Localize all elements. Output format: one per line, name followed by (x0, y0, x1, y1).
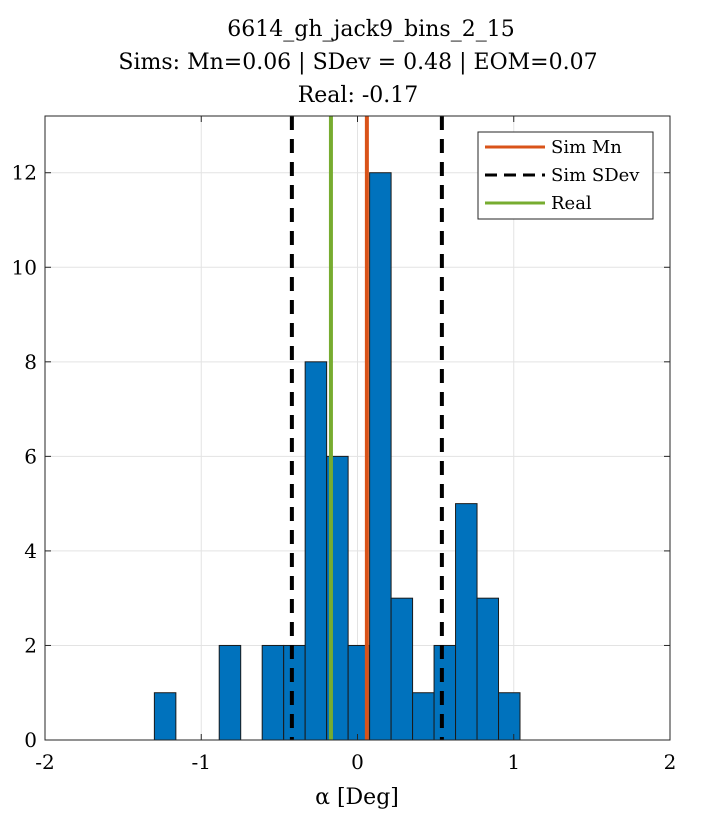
legend-label: Sim Mn (551, 137, 622, 158)
histogram-bar (283, 644, 306, 741)
x-axis-label: α [Deg] (315, 785, 399, 810)
chart-subtitle-line-2: Real: -0.17 (298, 83, 419, 108)
histogram-bars (153, 172, 521, 741)
histogram-bar (476, 597, 500, 741)
y-tick-label: 10 (12, 255, 37, 279)
x-tick-label: -2 (35, 750, 54, 774)
y-tick-label: 2 (24, 633, 37, 657)
chart-subtitle-line-1: Sims: Mn=0.06 | SDev = 0.48 | EOM=0.07 (118, 50, 597, 75)
histogram-bar (369, 172, 392, 741)
chart-title: 6614_gh_jack9_bins_2_15 (227, 17, 514, 42)
y-tick-label: 8 (24, 350, 37, 374)
histogram-bar (390, 597, 414, 741)
legend: Sim Mn Sim SDev Real (477, 131, 654, 220)
y-tick-label: 4 (24, 539, 37, 563)
histogram-bar (218, 644, 242, 741)
x-tick-label: 1 (507, 750, 520, 774)
y-tick-label: 0 (24, 728, 37, 752)
reference-lines (289, 116, 444, 740)
legend-label: Sim SDev (551, 165, 640, 186)
x-tick-label: 2 (664, 750, 677, 774)
y-tick-label: 6 (24, 444, 37, 468)
histogram-bar (498, 692, 521, 741)
x-tick-label: -1 (192, 750, 211, 774)
x-tick-label: 0 (351, 750, 364, 774)
histogram-bar (304, 361, 328, 741)
histogram-bar (153, 692, 177, 741)
histogram-bar (261, 644, 285, 741)
histogram-bar (412, 692, 435, 741)
histogram-bar (433, 644, 457, 741)
histogram-bar (455, 503, 478, 741)
y-tick-label: 12 (12, 161, 37, 185)
legend-label: Real (551, 193, 592, 214)
